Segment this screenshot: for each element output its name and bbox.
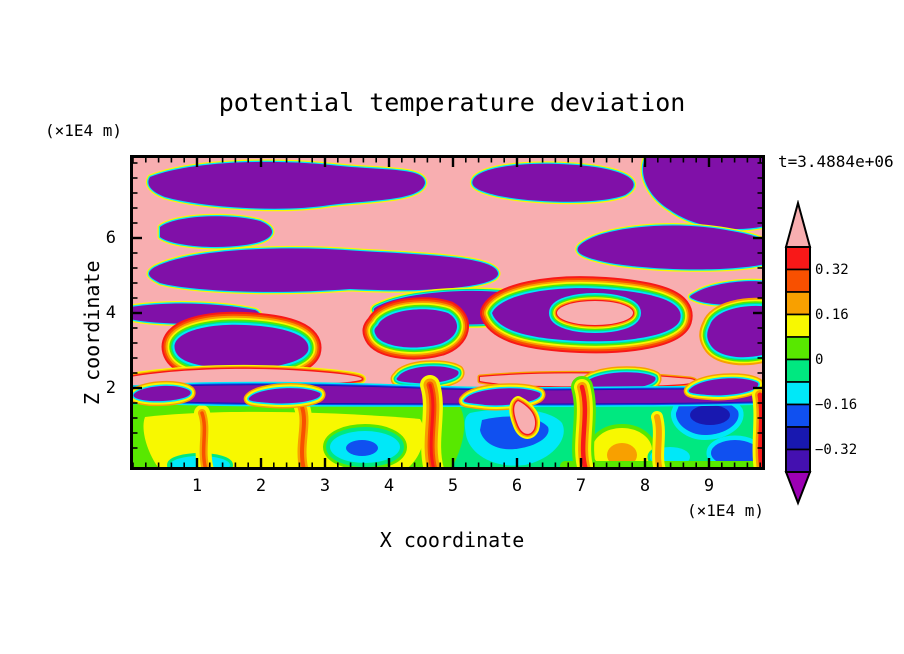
contour-region [200,411,208,470]
contour-region [642,155,765,230]
contour-region [583,372,656,390]
z-tick-label-2: 2 [105,378,116,398]
x-tick-label-7: 7 [575,476,587,496]
contour-region [654,414,663,470]
contour-region [577,225,765,270]
x-tick-label-2: 2 [255,476,267,496]
z-tick-label-4: 4 [105,303,116,323]
colorbar-label-neg0.16: −0.16 [815,397,858,413]
plot-frame [130,155,765,470]
colorbar-over-arrow [784,200,812,248]
colorbar-label-0: 0 [815,352,824,368]
contour-region [160,216,272,248]
contour-region [133,385,191,402]
contour-region [472,163,634,202]
x-tick-label-3: 3 [319,476,331,496]
contour-region [300,405,306,470]
contour-region [688,378,759,396]
x-tick-label-5: 5 [447,476,459,496]
contour-plot [130,155,765,470]
colorbar [784,200,812,506]
x-tick-label-9: 9 [703,476,715,496]
x-axis-unit-label: (×1E4 m) [687,501,765,520]
contour-region [346,440,378,456]
x-tick-label-4: 4 [383,476,395,496]
x-tick-label-1: 1 [191,476,203,496]
colorbar-label-0.32: 0.32 [815,262,849,278]
contour-region [148,248,499,292]
contour-region [148,161,425,209]
x-tick-label-6: 6 [511,476,523,496]
colorbar-segments [785,246,811,473]
colorbar-outline [785,246,811,473]
contour-region [711,440,759,466]
chart-title: potential temperature deviation [218,88,686,117]
x-tick-label-8: 8 [639,476,651,496]
contour-region [428,383,436,470]
contour-field [130,155,765,470]
time-annotation: t=3.4884e+06 [778,152,894,171]
colorbar-label-0.16: 0.16 [815,307,849,323]
contour-region [707,305,765,358]
contour-region [579,384,589,470]
x-axis-title: X coordinate [379,528,525,552]
z-axis-unit-label: (×1E4 m) [45,121,123,140]
contour-region [396,366,459,384]
colorbar-under-arrow [784,471,812,506]
pink-tongue [514,401,536,434]
contour-region [174,324,309,369]
axis-ticks [132,158,762,467]
contour-region [248,388,321,404]
contour-region [374,309,458,348]
contour-region [557,301,633,325]
z-tick-label-6: 6 [105,228,116,248]
contour-region [690,405,730,425]
colorbar-label-neg0.32: −0.32 [815,442,858,458]
